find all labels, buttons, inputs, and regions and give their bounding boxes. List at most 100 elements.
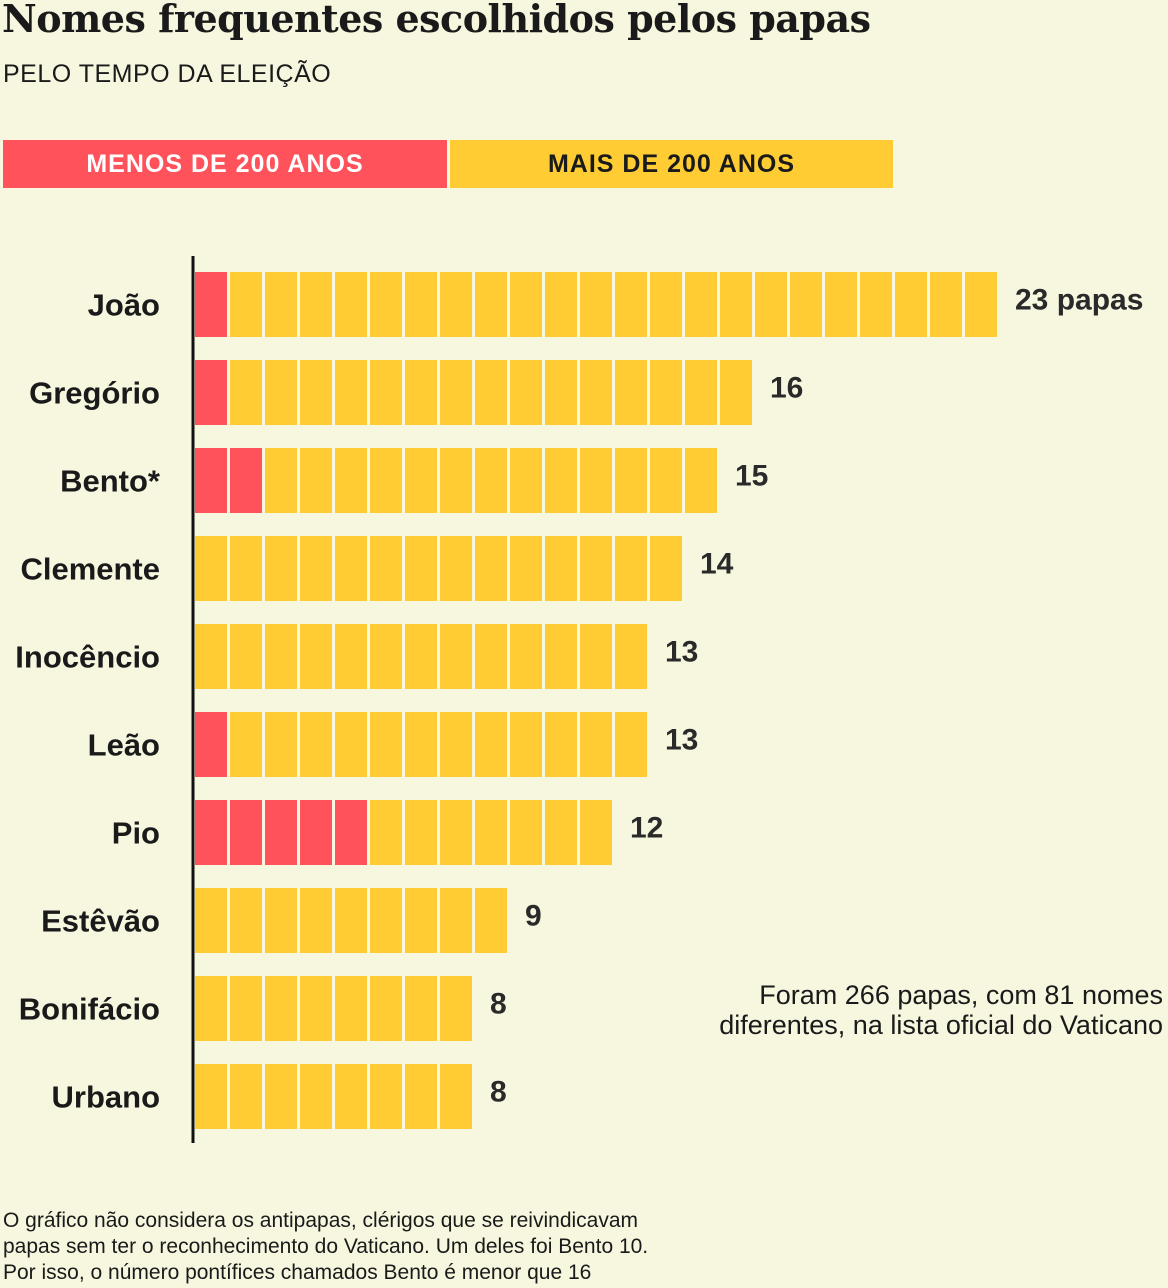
bar-unit-old (475, 272, 507, 337)
bar-unit-old (370, 448, 402, 513)
bar-unit-old (265, 624, 297, 689)
bar-unit-old (860, 272, 892, 337)
bar-unit-old (615, 272, 647, 337)
bar-unit-old (405, 536, 437, 601)
bar-unit-old (405, 712, 437, 777)
chart-title: Nomes frequentes escolhidos pelos papas (2, 0, 871, 41)
bar-unit-old (650, 272, 682, 337)
bar-unit-old (475, 712, 507, 777)
bar-unit-old (370, 624, 402, 689)
bar-unit-recent (265, 800, 297, 865)
bar-unit-recent (195, 448, 227, 513)
bar-unit-old (545, 800, 577, 865)
footnote: O gráfico não considera os antipapas, cl… (3, 1208, 648, 1286)
bar-unit-old (230, 976, 262, 1041)
bar-unit-old (720, 272, 752, 337)
bar-unit-old (265, 1064, 297, 1129)
bar-unit-recent (300, 800, 332, 865)
bar-unit-recent (195, 800, 227, 865)
bar-unit-old (510, 448, 542, 513)
bar-unit-old (300, 888, 332, 953)
bar-unit-old (475, 360, 507, 425)
bar-unit-old (265, 888, 297, 953)
bar-unit-old (615, 712, 647, 777)
bar-unit-recent (195, 712, 227, 777)
chart-subtitle: PELO TEMPO DA ELEIÇÃO (3, 60, 332, 88)
bar-unit-old (230, 712, 262, 777)
value-label: 23 papas (1015, 284, 1143, 317)
bar-unit-old (545, 272, 577, 337)
value-label: 8 (490, 1076, 507, 1109)
summary-note-line1: Foram 266 papas, com 81 nomes (759, 980, 1163, 1010)
bar-unit-old (615, 624, 647, 689)
footnote-line1: O gráfico não considera os antipapas, cl… (3, 1209, 639, 1232)
bar-unit-old (230, 536, 262, 601)
bar-unit-old (370, 800, 402, 865)
bar-unit-old (230, 360, 262, 425)
bar-unit-old (440, 624, 472, 689)
bar-unit-old (230, 1064, 262, 1129)
bar-unit-old (580, 712, 612, 777)
bar-unit-old (475, 448, 507, 513)
bar-unit-old (335, 536, 367, 601)
bar-unit-old (755, 272, 787, 337)
bar-unit-old (370, 536, 402, 601)
category-label: Bonifácio (19, 992, 160, 1027)
bar-unit-old (195, 624, 227, 689)
bar-unit-old (615, 536, 647, 601)
summary-note-line2: diferentes, na lista oficial do Vaticano (719, 1010, 1163, 1040)
bar-unit-old (300, 624, 332, 689)
bar-unit-old (545, 360, 577, 425)
category-label: Leão (88, 728, 160, 763)
bar-unit-old (580, 536, 612, 601)
bar-unit-old (440, 1064, 472, 1129)
bar-unit-old (510, 272, 542, 337)
labels-group: João 23 papas Gregório 16 Bento* 15 Clemente 14… (15, 284, 1143, 1115)
bar-unit-old (335, 360, 367, 425)
category-label: Urbano (52, 1080, 161, 1115)
bar-unit-old (230, 272, 262, 337)
bar-unit-recent (195, 360, 227, 425)
bar-unit-recent (195, 272, 227, 337)
value-label: 13 (665, 636, 698, 669)
bar-unit-old (195, 1064, 227, 1129)
bar-unit-old (265, 976, 297, 1041)
bar-unit-old (405, 800, 437, 865)
bar-unit-old (195, 536, 227, 601)
bar-unit-old (265, 272, 297, 337)
bar-unit-old (440, 448, 472, 513)
bar-unit-old (300, 1064, 332, 1129)
bar-unit-old (475, 800, 507, 865)
value-label: 16 (770, 372, 803, 405)
bar-unit-old (370, 272, 402, 337)
category-label: Estêvão (41, 904, 160, 939)
bar-unit-old (370, 360, 402, 425)
bar-unit-old (510, 360, 542, 425)
bar-unit-old (510, 536, 542, 601)
bar-unit-old (370, 888, 402, 953)
bar-unit-old (580, 624, 612, 689)
bar-unit-old (440, 976, 472, 1041)
value-label: 9 (525, 900, 542, 933)
bar-unit-old (300, 360, 332, 425)
bar-unit-old (300, 976, 332, 1041)
bar-unit-old (650, 360, 682, 425)
bar-unit-old (335, 976, 367, 1041)
bar-unit-old (510, 712, 542, 777)
bar-unit-old (230, 888, 262, 953)
footnote-line3: Por isso, o número pontífices chamados B… (3, 1261, 592, 1284)
bar-unit-old (930, 272, 962, 337)
bar-unit-old (545, 536, 577, 601)
bar-unit-old (405, 624, 437, 689)
bar-unit-old (720, 360, 752, 425)
bar-unit-old (580, 360, 612, 425)
bar-unit-old (475, 624, 507, 689)
bar-unit-old (545, 712, 577, 777)
bar-unit-old (510, 800, 542, 865)
bar-unit-old (230, 624, 262, 689)
bar-unit-recent (230, 800, 262, 865)
bar-unit-old (615, 360, 647, 425)
bar-unit-old (440, 800, 472, 865)
bar-unit-old (895, 272, 927, 337)
